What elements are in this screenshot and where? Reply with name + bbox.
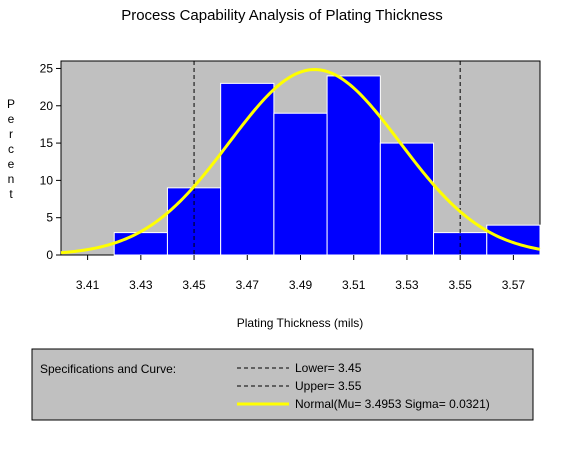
histogram-bars — [113, 75, 541, 256]
y-tick-label: 10 — [40, 173, 54, 187]
x-tick-label: 3.43 — [129, 278, 153, 292]
x-tick-label: 3.49 — [289, 278, 313, 292]
bar-3.49 — [273, 112, 328, 256]
legend-label-2: Normal(Mu= 3.4953 Sigma= 0.0321) — [295, 397, 490, 411]
normal-curve — [60, 68, 541, 255]
spec-lines — [193, 61, 461, 255]
legend-label-1: Upper= 3.55 — [295, 379, 362, 393]
x-axis: 3.41 3.43 3.45 3.47 3.49 3.51 3.53 3.55 3.57 — [76, 255, 525, 292]
x-tick-label: 3.47 — [236, 278, 260, 292]
bar-3.53 — [379, 142, 435, 256]
y-tick-label: 5 — [46, 211, 53, 225]
x-tick-label: 3.51 — [342, 278, 366, 292]
y-tick-label: 25 — [40, 61, 54, 75]
y-axis: 0 5 10 15 20 25 — [40, 61, 61, 262]
x-axis-label: Plating Thickness (mils) — [237, 316, 363, 330]
chart-title: Process Capability Analysis of Plating T… — [121, 7, 443, 24]
bar-3.57 — [486, 224, 541, 256]
legend-heading: Specifications and Curve: — [40, 362, 176, 376]
legend-items: Lower= 3.45 Upper= 3.55 Normal(Mu= 3.4953 … — [237, 361, 490, 411]
x-tick-label: 3.57 — [502, 278, 526, 292]
x-tick-label: 3.41 — [76, 278, 100, 292]
bar-3.47 — [220, 82, 275, 256]
bar-3.51 — [326, 75, 381, 256]
legend-label-0: Lower= 3.45 — [295, 361, 362, 375]
normal-curve-line — [60, 68, 541, 255]
x-tick-label: 3.53 — [395, 278, 419, 292]
y-tick-label: 15 — [40, 136, 54, 150]
legend-background — [31, 348, 534, 421]
bar-3.43 — [113, 232, 168, 256]
legend-box: Specifications and Curve: Lower= 3.45 Upp… — [31, 348, 534, 421]
y-tick-label: 20 — [40, 99, 54, 113]
x-tick-label: 3.45 — [182, 278, 206, 292]
y-tick-label: 0 — [46, 248, 53, 262]
x-tick-label: 3.55 — [448, 278, 472, 292]
